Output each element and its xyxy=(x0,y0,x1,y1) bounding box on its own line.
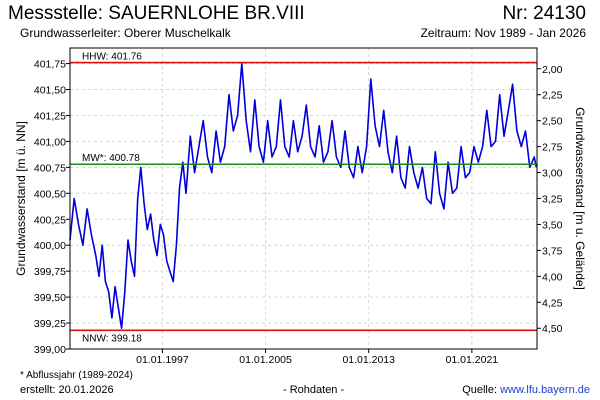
x-tick-label: 01.01.1997 xyxy=(136,354,189,366)
y2-tick-label: 4,50 xyxy=(542,323,563,335)
created-date: erstellt: 20.01.2026 xyxy=(20,384,114,396)
station-number: Nr: 24130 xyxy=(502,3,586,24)
y-tick-label: 400,75 xyxy=(34,162,66,174)
y2-tick-label: 3,25 xyxy=(542,194,563,206)
y2-tick-label: 2,50 xyxy=(542,116,563,128)
y-tick-label: 399,50 xyxy=(34,292,66,304)
y-axis-label: Grundwasserstand [m ü. NN] xyxy=(14,121,28,276)
source-label: Quelle: www.lfu.bayern.de xyxy=(462,384,590,396)
y2-axis-label: Grundwasserstand [m u. Gelände] xyxy=(573,107,587,290)
aquifer-label: Grundwasserleiter: Oberer Muschelkalk xyxy=(20,26,231,40)
y2-tick-label: 3,50 xyxy=(542,219,563,231)
y2-tick-label: 2,75 xyxy=(542,142,563,154)
groundwater-level-series xyxy=(69,62,538,330)
plot-frame xyxy=(69,47,538,350)
y-tick-label: 400,50 xyxy=(34,188,66,200)
y-tick-label: 401,00 xyxy=(34,136,66,148)
y-tick-label: 399,00 xyxy=(34,344,66,356)
station-title: Messstelle: SAUERNLOHE BR.VIII xyxy=(8,3,305,24)
y-tick-label: 401,50 xyxy=(34,85,66,97)
y-tick-label: 401,75 xyxy=(34,59,66,71)
reference-line-label: NNW: 399.18 xyxy=(82,333,142,344)
period-label: Zeitraum: Nov 1989 - Jan 2026 xyxy=(420,26,586,40)
y2-tick-label: 2,00 xyxy=(542,64,563,76)
reference-line-label: HHW: 401.76 xyxy=(82,52,142,63)
x-tick-label: 01.01.2013 xyxy=(342,354,395,366)
y-tick-label: 400,00 xyxy=(34,240,66,252)
y2-tick-label: 4,25 xyxy=(542,297,563,309)
y-tick-label: 399,25 xyxy=(34,318,66,330)
y2-tick-label: 2,25 xyxy=(542,90,563,102)
reference-line-label: MW*: 400.78 xyxy=(82,153,140,164)
x-tick-label: 01.01.2021 xyxy=(446,354,499,366)
y2-tick-label: 4,00 xyxy=(542,271,563,283)
x-tick-label: 01.01.2005 xyxy=(239,354,292,366)
y-tick-label: 400,25 xyxy=(34,214,66,226)
y-tick-label: 399,75 xyxy=(34,266,66,278)
y2-tick-label: 3,75 xyxy=(542,245,563,257)
y2-tick-label: 3,00 xyxy=(542,168,563,180)
y-tick-label: 401,25 xyxy=(34,110,66,122)
source-link[interactable]: www.lfu.bayern.de xyxy=(500,384,590,396)
footnote: * Abflussjahr (1989-2024) xyxy=(20,370,133,381)
source-prefix: Quelle: xyxy=(462,384,501,396)
raw-data-label: - Rohdaten - xyxy=(283,384,345,396)
